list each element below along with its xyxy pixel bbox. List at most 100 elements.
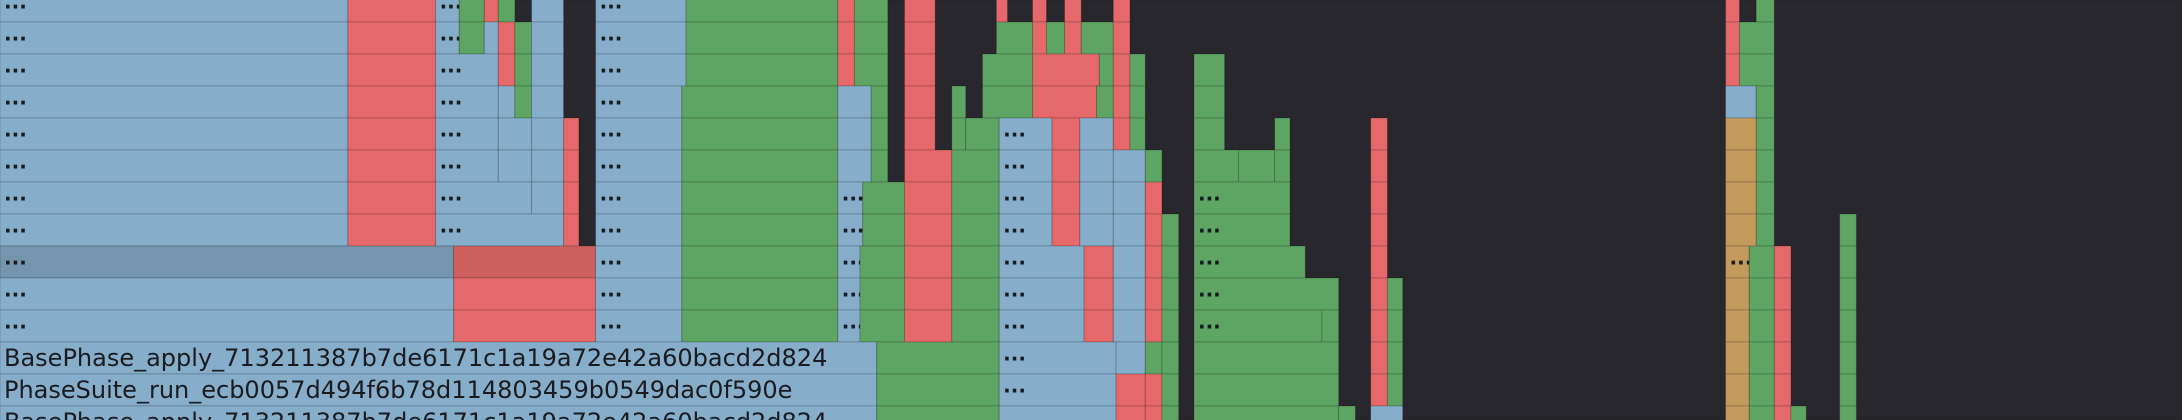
frame[interactable] <box>1370 117 1388 151</box>
frame[interactable] <box>1755 0 1775 23</box>
frame[interactable] <box>1112 245 1146 279</box>
frame[interactable] <box>347 53 437 87</box>
frame[interactable] <box>1045 21 1066 55</box>
frame[interactable] <box>951 213 1000 247</box>
frame[interactable] <box>1112 277 1146 311</box>
frame[interactable] <box>1755 149 1775 183</box>
frame[interactable] <box>1098 53 1114 87</box>
frame[interactable] <box>453 309 597 343</box>
frame[interactable] <box>497 0 516 23</box>
frame[interactable] <box>1725 21 1740 55</box>
frame[interactable] <box>1370 309 1388 343</box>
frame[interactable] <box>1161 341 1180 375</box>
frame[interactable] <box>1144 405 1163 420</box>
frame[interactable] <box>1080 21 1114 55</box>
frame[interactable] <box>347 117 437 151</box>
frame[interactable] <box>595 53 687 87</box>
frame[interactable] <box>1370 181 1388 215</box>
frame[interactable] <box>1161 373 1180 407</box>
frame[interactable] <box>1748 405 1775 420</box>
frame[interactable] <box>1051 117 1081 151</box>
frame[interactable] <box>458 0 485 23</box>
frame[interactable] <box>998 405 1117 420</box>
frame[interactable] <box>1773 309 1792 343</box>
frame[interactable] <box>347 21 437 55</box>
frame[interactable] <box>1725 405 1750 420</box>
frame[interactable] <box>1370 149 1388 183</box>
frame[interactable] <box>837 85 872 119</box>
frame[interactable] <box>681 245 839 279</box>
frame[interactable] <box>1032 85 1098 119</box>
frame[interactable] <box>681 117 839 151</box>
frame[interactable] <box>1839 309 1857 343</box>
frame[interactable] <box>1274 149 1291 183</box>
frame[interactable] <box>853 21 889 55</box>
frame[interactable] <box>1112 117 1131 151</box>
frame[interactable] <box>1839 277 1857 311</box>
frame[interactable] <box>981 85 1034 119</box>
frame[interactable] <box>998 117 1053 151</box>
frame[interactable] <box>531 0 565 23</box>
frame[interactable] <box>904 149 953 183</box>
frame[interactable] <box>1748 309 1775 343</box>
frame[interactable] <box>1064 0 1082 23</box>
frame[interactable] <box>1112 213 1146 247</box>
frame[interactable] <box>1112 21 1131 55</box>
frame[interactable] <box>563 117 580 151</box>
frame[interactable] <box>837 0 855 23</box>
frame[interactable] <box>1755 181 1775 215</box>
frame[interactable] <box>995 21 1034 55</box>
frame[interactable] <box>1755 85 1775 119</box>
frame[interactable] <box>998 149 1053 183</box>
frame[interactable] <box>862 181 906 215</box>
frame[interactable] <box>1144 373 1163 407</box>
frame[interactable] <box>837 149 872 183</box>
frame[interactable] <box>681 277 839 311</box>
frame[interactable] <box>853 0 889 23</box>
frame[interactable] <box>1370 213 1388 247</box>
frame[interactable] <box>1738 53 1775 87</box>
frame[interactable] <box>483 0 499 23</box>
frame[interactable] <box>1129 85 1146 119</box>
frame[interactable] <box>563 213 580 247</box>
frame[interactable] <box>1193 53 1226 87</box>
frame[interactable] <box>1129 53 1146 87</box>
frame[interactable] <box>0 117 349 151</box>
frame[interactable] <box>1725 117 1757 151</box>
frame[interactable] <box>859 245 906 279</box>
frame[interactable] <box>563 149 580 183</box>
frame[interactable] <box>1112 53 1131 87</box>
frame[interactable] <box>1370 341 1388 375</box>
frame[interactable] <box>1773 245 1792 279</box>
frame[interactable] <box>1115 405 1146 420</box>
frame[interactable] <box>870 149 889 183</box>
frame[interactable] <box>531 53 565 87</box>
frame[interactable] <box>1839 213 1857 247</box>
frame[interactable] <box>1725 149 1757 183</box>
frame[interactable] <box>951 181 1000 215</box>
frame[interactable] <box>1096 85 1114 119</box>
frame[interactable] <box>595 309 683 343</box>
frame[interactable] <box>1112 181 1146 215</box>
frame[interactable] <box>1748 341 1775 375</box>
frame[interactable] <box>1051 181 1081 215</box>
frame[interactable] <box>1839 373 1857 407</box>
frame[interactable] <box>981 53 1034 87</box>
frame[interactable] <box>1083 309 1114 343</box>
frame[interactable] <box>681 85 839 119</box>
frame[interactable] <box>1790 405 1807 420</box>
frame[interactable] <box>951 245 1000 279</box>
frame[interactable] <box>0 309 455 343</box>
frame[interactable] <box>1725 277 1750 311</box>
frame[interactable] <box>951 85 967 119</box>
frame[interactable] <box>0 181 349 215</box>
frame[interactable] <box>1083 277 1114 311</box>
frame[interactable] <box>1748 373 1775 407</box>
frame[interactable] <box>1144 213 1163 247</box>
frame[interactable] <box>1193 373 1340 407</box>
frame[interactable] <box>1161 309 1180 343</box>
frame[interactable] <box>0 149 349 183</box>
frame[interactable] <box>1032 0 1047 23</box>
frame[interactable] <box>497 53 516 87</box>
frame[interactable] <box>1839 341 1857 375</box>
